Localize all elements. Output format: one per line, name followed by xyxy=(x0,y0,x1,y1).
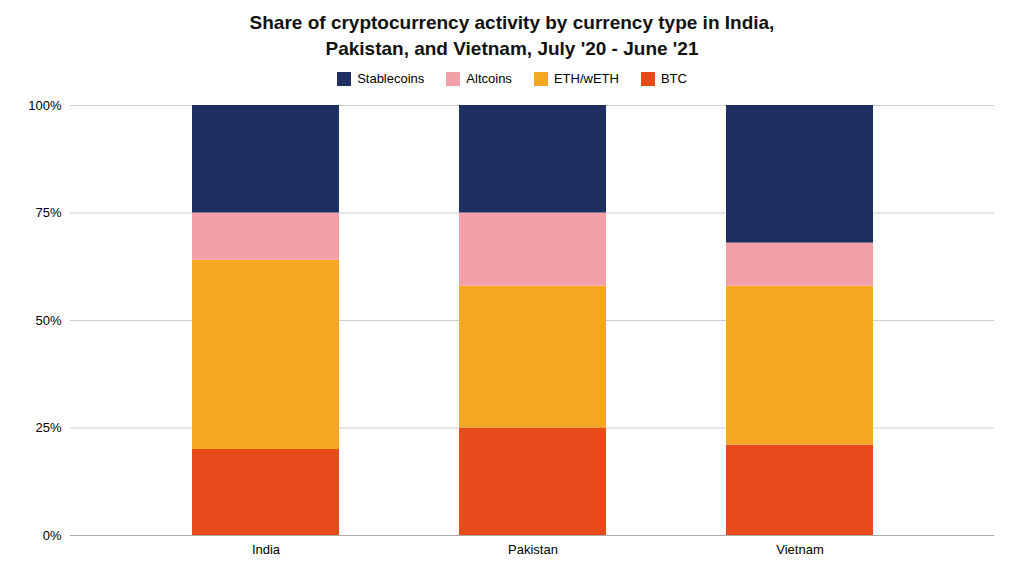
svg-text:India: India xyxy=(252,542,281,557)
svg-text:100%: 100% xyxy=(28,98,62,113)
html-text:ETH/wETH: ETH/wETH xyxy=(553,71,619,87)
svg-text:Pakistan: Pakistan xyxy=(508,542,558,557)
svg-text:Vietnam: Vietnam xyxy=(776,542,823,557)
svg-text:0%: 0% xyxy=(43,528,62,543)
svg-text:75%: 75% xyxy=(35,205,61,220)
svg-text:50%: 50% xyxy=(35,313,61,328)
html-text:Share of cryptocurrency activi: Share of cryptocurrency activity by curr… xyxy=(249,12,775,59)
svg-text:25%: 25% xyxy=(35,420,61,435)
html-text:BTC: BTC xyxy=(660,71,687,87)
html-text:Altcoins: Altcoins xyxy=(466,71,512,87)
html-text:Stablecoins: Stablecoins xyxy=(357,71,425,87)
